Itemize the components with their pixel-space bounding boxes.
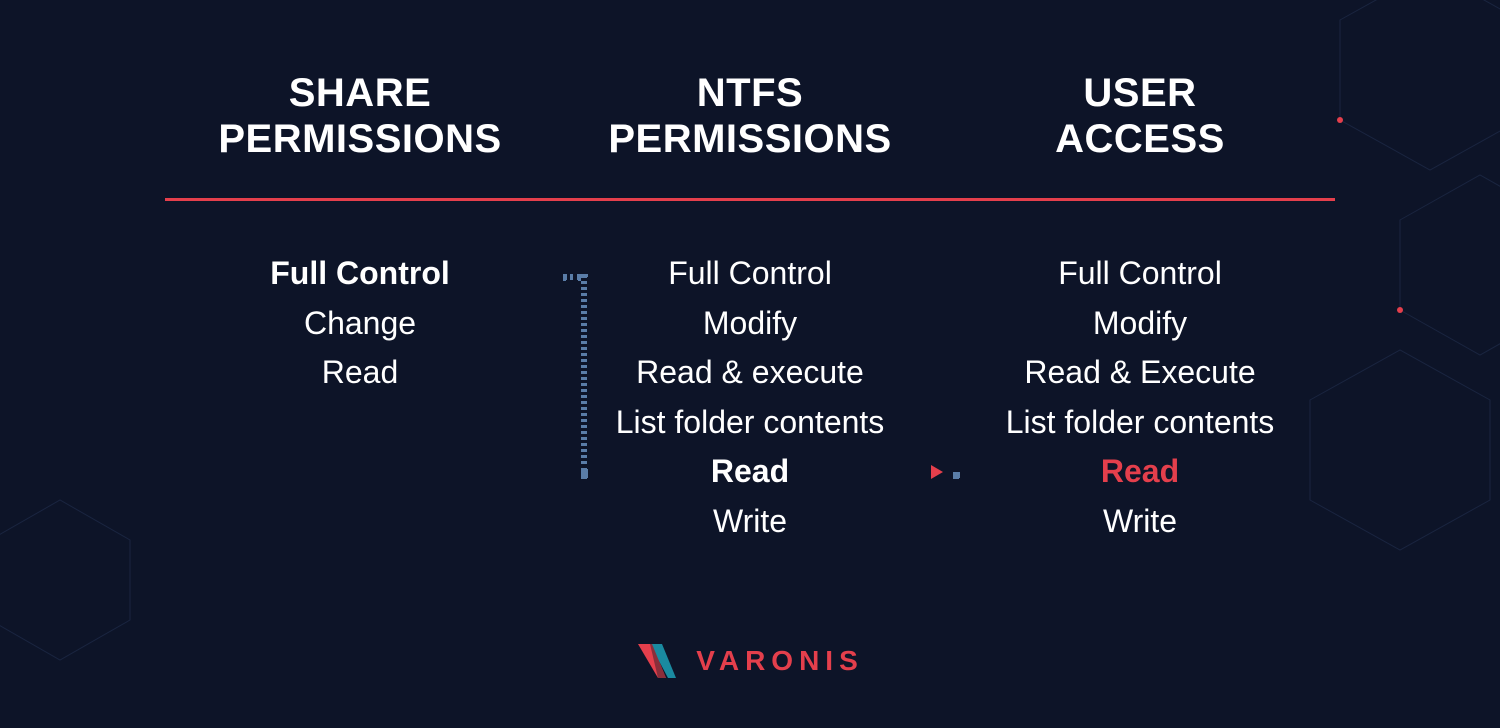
perm-item-read-execute: Read & execute bbox=[555, 348, 945, 398]
heading-line1: NTFS bbox=[697, 71, 803, 115]
perm-item-write: Write bbox=[945, 497, 1335, 547]
heading-line1: USER bbox=[1083, 71, 1196, 115]
perm-item-list-folder: List folder contents bbox=[555, 398, 945, 448]
column-heading: USER ACCESS bbox=[945, 70, 1335, 162]
perm-item-modify: Modify bbox=[555, 299, 945, 349]
columns-row: SHARE PERMISSIONS NTFS PERMISSIONS USER … bbox=[165, 70, 1335, 162]
perm-item-change: Change bbox=[165, 299, 555, 349]
perm-item-full-control: Full Control bbox=[945, 249, 1335, 299]
perm-item-list-folder: List folder contents bbox=[945, 398, 1335, 448]
heading-line2: PERMISSIONS bbox=[608, 117, 891, 161]
perm-item-read-execute: Read & Execute bbox=[945, 348, 1335, 398]
connector-share-to-ntfs-top bbox=[563, 274, 581, 280]
brand-logo: VARONIS bbox=[0, 642, 1500, 680]
arrowhead-icon bbox=[931, 465, 943, 479]
heading-line2: PERMISSIONS bbox=[218, 117, 501, 161]
column-share-permissions: SHARE PERMISSIONS bbox=[165, 70, 555, 162]
perm-item-full-control: Full Control bbox=[555, 249, 945, 299]
perm-item-read: Read bbox=[165, 348, 555, 398]
connector-share-to-ntfs-bottom bbox=[581, 472, 587, 478]
perm-list: Full Control Change Read bbox=[165, 249, 555, 398]
perm-list: Full Control Modify Read & execute List … bbox=[555, 249, 945, 547]
brand-name: VARONIS bbox=[696, 645, 864, 677]
infographic-content: SHARE PERMISSIONS NTFS PERMISSIONS USER … bbox=[0, 0, 1500, 728]
list-user-access: Full Control Modify Read & Execute List … bbox=[945, 249, 1335, 547]
lists-row: Full Control Change Read Full Control Mo… bbox=[165, 249, 1335, 547]
heading-line2: ACCESS bbox=[1055, 117, 1225, 161]
list-share: Full Control Change Read bbox=[165, 249, 555, 547]
connector-share-to-ntfs-vertical bbox=[581, 274, 587, 472]
brand-mark-icon bbox=[636, 642, 682, 680]
perm-item-modify: Modify bbox=[945, 299, 1335, 349]
connector-ntfs-to-user bbox=[953, 472, 959, 478]
column-user-access: USER ACCESS bbox=[945, 70, 1335, 162]
list-ntfs: Full Control Modify Read & execute List … bbox=[555, 249, 945, 547]
perm-item-read: Read bbox=[555, 447, 945, 497]
perm-item-write: Write bbox=[555, 497, 945, 547]
perm-item-read: Read bbox=[945, 447, 1335, 497]
perm-list: Full Control Modify Read & Execute List … bbox=[945, 249, 1335, 547]
column-heading: NTFS PERMISSIONS bbox=[555, 70, 945, 162]
column-heading: SHARE PERMISSIONS bbox=[165, 70, 555, 162]
heading-line1: SHARE bbox=[289, 71, 432, 115]
column-ntfs-permissions: NTFS PERMISSIONS bbox=[555, 70, 945, 162]
perm-item-full-control: Full Control bbox=[165, 249, 555, 299]
divider-line bbox=[165, 198, 1335, 201]
